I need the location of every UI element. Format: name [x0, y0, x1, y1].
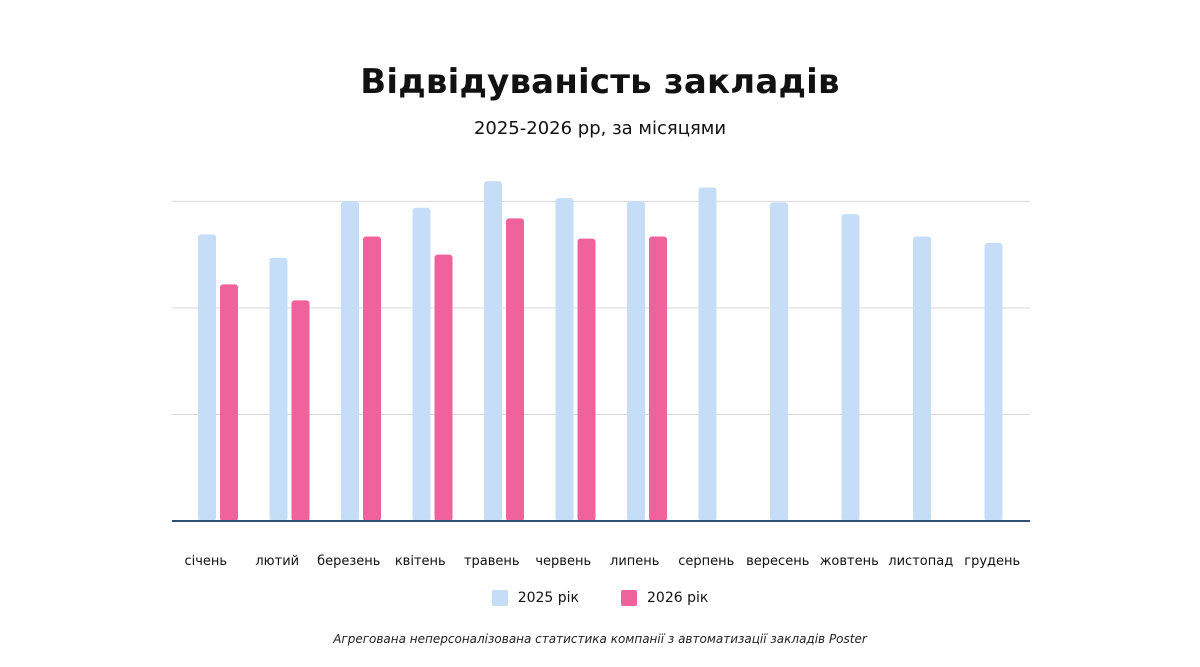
legend-label-2025: 2025 рік: [517, 590, 579, 606]
bar-2026-5: [506, 218, 524, 522]
bar-2025-5: [484, 181, 502, 522]
bars: [198, 181, 1003, 522]
legend-swatch-2025: [491, 590, 508, 606]
x-tick-label: вересень: [746, 554, 809, 569]
bar-2025-8: [698, 187, 717, 521]
x-tick-label: травень: [464, 554, 520, 569]
bar-2025-1: [198, 234, 216, 522]
legend: 2025 рік 2026 рік: [0, 590, 1200, 606]
chart-title: Відвідуваність закладів: [360, 62, 840, 102]
legend-item-2025[interactable]: 2025 рік: [491, 590, 579, 606]
bar-2026-4: [434, 254, 453, 521]
x-tick-label: серпень: [678, 554, 734, 569]
bar-chart: січень лютий березень квітень травень червень…: [172, 181, 1030, 569]
bar-2025-4: [412, 207, 431, 522]
legend-swatch-2026: [621, 590, 637, 606]
x-tick-label: жовтень: [820, 554, 879, 569]
bar-2026-1: [220, 284, 238, 521]
bar-2025-3: [341, 201, 359, 521]
x-tick-label: липень: [610, 554, 659, 569]
gridlines: [172, 200, 1030, 415]
bar-2026-7: [649, 236, 667, 521]
bar-2025-6: [555, 198, 574, 521]
x-tick-label: лютий: [255, 554, 299, 569]
x-axis-labels: січень лютий березень квітень травень червень…: [184, 554, 1020, 569]
x-tick-label: листопад: [888, 554, 953, 569]
x-tick-label: березень: [317, 554, 380, 569]
legend-item-2026[interactable]: 2026 рік: [621, 590, 708, 606]
bar-2025-9: [770, 202, 788, 522]
x-tick-label: грудень: [964, 554, 1020, 569]
legend-label-2026: 2026 рік: [647, 590, 709, 606]
x-tick-label: червень: [535, 554, 591, 569]
bar-2025-10: [841, 214, 860, 521]
chart-subtitle: 2025-2026 рр, за місяцями: [473, 118, 727, 139]
footnote: Агрегована неперсоналізована статистика …: [333, 632, 867, 646]
bar-2025-2: [269, 257, 288, 521]
x-tick-label: січень: [184, 554, 227, 569]
bar-2025-11: [913, 236, 931, 521]
bar-2026-6: [577, 238, 596, 521]
bar-2026-2: [291, 300, 310, 521]
bar-2025-12: [984, 242, 1003, 521]
bar-2026-3: [363, 236, 381, 521]
bar-2025-7: [627, 201, 645, 521]
x-tick-label: квітень: [395, 554, 446, 569]
